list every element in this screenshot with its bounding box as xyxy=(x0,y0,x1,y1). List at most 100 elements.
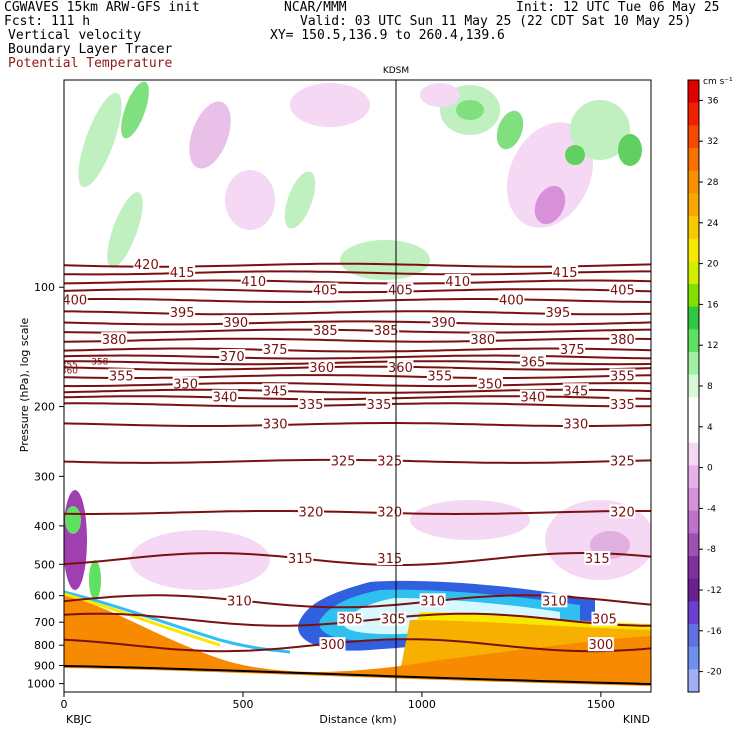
isentrope-label: 325 xyxy=(377,454,402,469)
isentrope-label: 345 xyxy=(563,384,588,399)
isentrope-label-bg xyxy=(319,637,346,652)
isentrope-label-bg xyxy=(609,504,636,519)
y-tick-label: 100 xyxy=(34,281,55,294)
isentrope-label: 340 xyxy=(520,391,545,406)
isentrope-label-bg xyxy=(312,323,339,338)
header-init: Init: 12 UTC Tue 06 May 25 xyxy=(516,0,720,15)
colorbar-swatch xyxy=(688,374,699,398)
isentrope-label-bg xyxy=(476,376,503,391)
colorbar-swatch xyxy=(688,397,699,421)
isentrope-label: 410 xyxy=(445,275,470,290)
x-axis-label: Distance (km) xyxy=(319,713,396,726)
isentrope-label: 365 xyxy=(520,356,545,371)
isentrope-label-bg xyxy=(330,453,357,468)
isentrope-line xyxy=(64,360,651,366)
isentrope-label-bg xyxy=(297,396,324,411)
isentrope-label: 305 xyxy=(338,613,363,628)
colorbar-swatch xyxy=(688,533,699,557)
field-boundary-layer-tracer: Boundary Layer Tracer xyxy=(8,42,173,57)
isentrope-label: 315 xyxy=(288,552,313,567)
isentrope-label: 330 xyxy=(563,418,588,433)
y-axis: 100 200 300 400 500 600 700 800 900 1000 xyxy=(27,281,64,691)
isentrope-label-bg xyxy=(226,593,253,608)
colorbar-label: -12 xyxy=(707,586,722,596)
isentrope-label-bg xyxy=(64,292,88,307)
x-tick-label: 1000 xyxy=(408,698,436,711)
colorbar-swatch xyxy=(688,148,699,172)
isentrope-label-bg xyxy=(108,368,135,383)
isentrope-line xyxy=(64,298,651,303)
isentrope-label-bg xyxy=(541,593,568,608)
colorbar-swatch xyxy=(688,306,699,330)
isentrope-line xyxy=(64,458,651,464)
isentrope-label-bg xyxy=(609,332,636,347)
colorbar-swatch xyxy=(688,216,699,240)
colorbar-label: 8 xyxy=(707,382,713,392)
isentrope-label: 315 xyxy=(377,552,402,567)
isentrope-label: 300 xyxy=(320,638,345,653)
x-end-label-left: KBJC xyxy=(66,713,92,726)
isentrope-line xyxy=(64,395,651,401)
isentrope-lines: 420 415 415 410 410 405 405 405 400 400 395 395 390 3… xyxy=(61,257,651,653)
isentrope-label-bg xyxy=(133,257,160,272)
colorbar-label: 24 xyxy=(707,219,719,229)
y-tick-label: 200 xyxy=(34,401,55,414)
isentrope-label-bg xyxy=(222,314,249,329)
isentrope-label: 335 xyxy=(299,398,324,413)
isentrope-label-bg xyxy=(312,282,339,297)
isentrope-line xyxy=(64,402,651,408)
isentrope-label: 350 xyxy=(478,378,503,393)
colorbar-swatch xyxy=(688,80,699,104)
y-tick-label: 800 xyxy=(34,639,55,652)
terrain-layer xyxy=(64,590,651,692)
colorbar-swatch xyxy=(688,624,699,648)
isentrope-label-bg xyxy=(562,416,589,431)
isentrope-label-bg xyxy=(498,292,525,307)
isentrope-line xyxy=(64,382,651,388)
isentrope-line xyxy=(64,354,651,360)
header-forecast: Fcst: 111 h xyxy=(4,14,91,29)
colorbar-label: -4 xyxy=(707,504,716,514)
plot-frame xyxy=(63,79,652,693)
isentrope-label-bg xyxy=(609,453,636,468)
isentrope-label-bg xyxy=(587,637,614,652)
isentrope-label: 405 xyxy=(388,284,413,299)
colorbar-label: 16 xyxy=(707,300,719,310)
header-org: NCAR/MMM xyxy=(284,0,347,15)
colorbar-label: -20 xyxy=(707,668,722,678)
colorbar-swatch xyxy=(688,556,699,580)
isentrope-label: 335 xyxy=(610,398,635,413)
isentrope-label: 335 xyxy=(367,398,392,413)
isentrope-label: 405 xyxy=(313,284,338,299)
isentrope-label-bg xyxy=(430,314,457,329)
isentrope-label: 360 xyxy=(388,361,413,376)
colorbar-swatch xyxy=(688,465,699,489)
isentrope-label-bg xyxy=(169,304,196,319)
isentrope-label: 320 xyxy=(299,505,324,520)
isentrope-line xyxy=(64,638,651,653)
isentrope-label: 400 xyxy=(62,293,87,308)
isentrope-label-bg xyxy=(365,396,392,411)
isentrope-label: 355 xyxy=(427,370,452,385)
colorbar-swatch xyxy=(688,488,699,512)
isentrope-label-bg xyxy=(584,551,611,566)
x-tick-label: 1500 xyxy=(587,698,615,711)
isentrope-label-bg xyxy=(172,376,199,391)
colorbar-swatch xyxy=(688,284,699,308)
isentrope-label: 375 xyxy=(560,343,585,358)
colorbar-swatch xyxy=(688,238,699,262)
vertical-velocity-shading xyxy=(64,81,651,600)
isentrope-line xyxy=(64,320,651,326)
isentrope-label: 395 xyxy=(546,306,571,321)
colorbar-label: -8 xyxy=(707,545,716,555)
isentrope-line xyxy=(64,388,651,394)
isentrope-label-small: 360 xyxy=(61,366,78,376)
isentrope-label: 380 xyxy=(470,333,495,348)
isentrope-label-bg xyxy=(287,551,314,566)
colorbar-label: 32 xyxy=(707,137,718,147)
isentrope-label: 355 xyxy=(109,370,134,385)
isentrope-label-bg xyxy=(609,282,636,297)
isentrope-label-bg xyxy=(444,274,471,289)
colorbar-swatch xyxy=(688,193,699,217)
isentrope-label: 320 xyxy=(377,505,402,520)
